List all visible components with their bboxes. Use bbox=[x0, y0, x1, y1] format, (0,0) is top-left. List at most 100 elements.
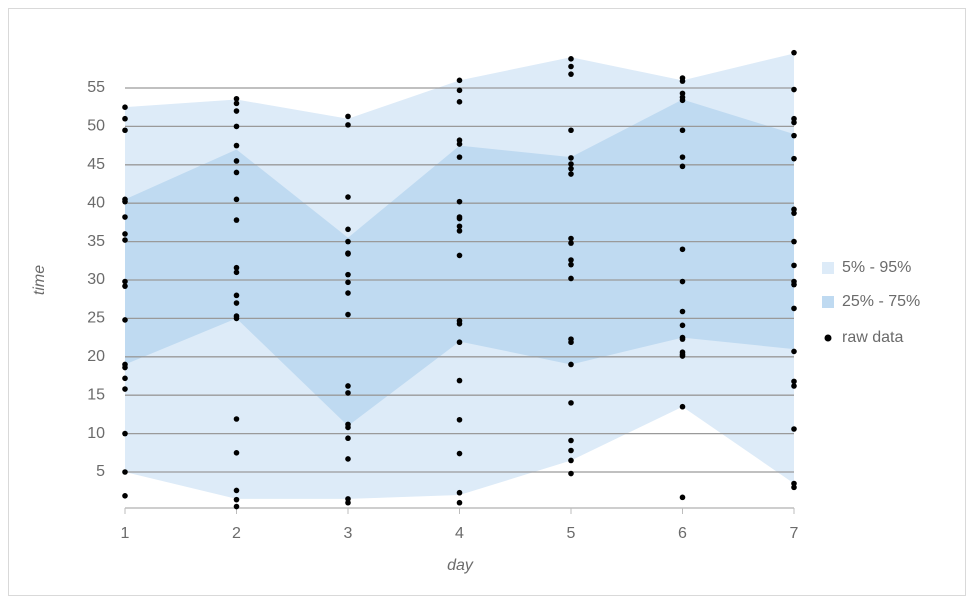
data-point bbox=[122, 364, 128, 371]
y-tick-label: 35 bbox=[87, 233, 105, 250]
data-point bbox=[122, 127, 128, 134]
data-point bbox=[456, 215, 463, 222]
data-point bbox=[568, 275, 574, 282]
data-point bbox=[122, 386, 128, 392]
x-tick-label: 7 bbox=[790, 525, 799, 542]
data-point bbox=[679, 403, 686, 410]
data-point bbox=[791, 119, 797, 126]
data-point bbox=[568, 235, 574, 242]
data-point bbox=[122, 283, 128, 289]
data-point bbox=[345, 311, 351, 318]
data-point bbox=[233, 416, 240, 422]
data-point bbox=[122, 430, 128, 437]
data-point bbox=[679, 154, 686, 160]
y-tick-label: 40 bbox=[87, 194, 105, 211]
y-tick-label: 45 bbox=[87, 156, 105, 173]
data-point bbox=[233, 496, 240, 503]
x-tick-label: 3 bbox=[344, 525, 353, 542]
data-point bbox=[456, 450, 463, 457]
y-tick-label: 15 bbox=[87, 386, 105, 403]
y-axis-title: time bbox=[31, 265, 48, 295]
data-point bbox=[679, 78, 686, 84]
x-axis-title: day bbox=[447, 557, 474, 574]
data-point bbox=[233, 292, 240, 299]
data-point bbox=[568, 56, 574, 62]
data-point bbox=[122, 198, 128, 205]
data-point bbox=[791, 426, 797, 432]
data-point bbox=[791, 115, 797, 122]
y-tick-label: 10 bbox=[87, 425, 105, 442]
legend-swatch bbox=[824, 334, 832, 342]
legend-label: raw data bbox=[842, 329, 903, 346]
data-point bbox=[456, 137, 463, 144]
data-point bbox=[345, 226, 351, 233]
data-point bbox=[233, 264, 240, 271]
data-point bbox=[791, 132, 797, 139]
legend-swatch bbox=[822, 262, 834, 274]
data-point bbox=[122, 493, 128, 499]
data-point bbox=[679, 308, 686, 315]
x-tick-label: 1 bbox=[121, 525, 130, 542]
data-point bbox=[568, 457, 574, 464]
data-point bbox=[233, 315, 240, 322]
data-point bbox=[791, 480, 797, 487]
x-tick-label: 6 bbox=[678, 525, 687, 542]
data-point bbox=[568, 257, 574, 263]
data-point bbox=[233, 123, 240, 130]
data-point bbox=[456, 223, 463, 230]
data-point bbox=[568, 63, 574, 70]
data-point bbox=[679, 494, 686, 501]
data-point bbox=[456, 154, 463, 160]
data-point bbox=[456, 141, 463, 147]
data-point bbox=[679, 163, 686, 170]
data-point bbox=[233, 196, 240, 203]
data-point bbox=[456, 99, 463, 105]
data-point bbox=[568, 400, 574, 406]
data-point bbox=[679, 353, 686, 359]
data-point bbox=[345, 271, 351, 278]
data-point bbox=[568, 361, 574, 368]
y-tick-label: 20 bbox=[87, 348, 105, 365]
data-point bbox=[791, 305, 797, 312]
data-point bbox=[568, 437, 574, 444]
legend-label: 25% - 75% bbox=[842, 293, 920, 310]
y-tick-label: 50 bbox=[87, 118, 105, 135]
data-point bbox=[345, 113, 351, 120]
data-point bbox=[345, 390, 351, 396]
data-point bbox=[345, 279, 351, 286]
y-tick-label: 5 bbox=[96, 463, 105, 480]
data-point bbox=[456, 489, 463, 496]
data-point bbox=[456, 339, 463, 346]
data-point bbox=[345, 435, 351, 442]
data-point bbox=[345, 499, 351, 506]
data-point bbox=[233, 142, 240, 149]
data-point bbox=[456, 228, 463, 234]
x-tick-label: 2 bbox=[232, 525, 241, 542]
data-point bbox=[456, 87, 463, 94]
y-tick-label: 25 bbox=[87, 310, 105, 327]
data-point bbox=[568, 470, 574, 477]
data-point bbox=[233, 169, 240, 176]
x-tick-label: 5 bbox=[567, 525, 576, 542]
data-point bbox=[456, 252, 463, 259]
x-tick-label: 4 bbox=[455, 525, 464, 542]
data-point bbox=[122, 214, 128, 220]
data-point bbox=[233, 100, 240, 107]
data-point bbox=[233, 158, 240, 164]
data-point bbox=[345, 238, 351, 245]
data-point bbox=[679, 90, 686, 97]
data-point bbox=[679, 127, 686, 134]
data-point bbox=[568, 161, 574, 167]
data-point bbox=[568, 171, 574, 177]
data-point bbox=[122, 317, 128, 323]
data-point bbox=[345, 122, 351, 128]
data-point bbox=[791, 262, 797, 269]
data-point bbox=[568, 71, 574, 77]
data-point bbox=[456, 377, 463, 384]
data-point bbox=[791, 378, 797, 385]
data-point bbox=[122, 104, 128, 110]
data-point bbox=[233, 108, 240, 114]
legend-label: 5% - 95% bbox=[842, 259, 911, 276]
